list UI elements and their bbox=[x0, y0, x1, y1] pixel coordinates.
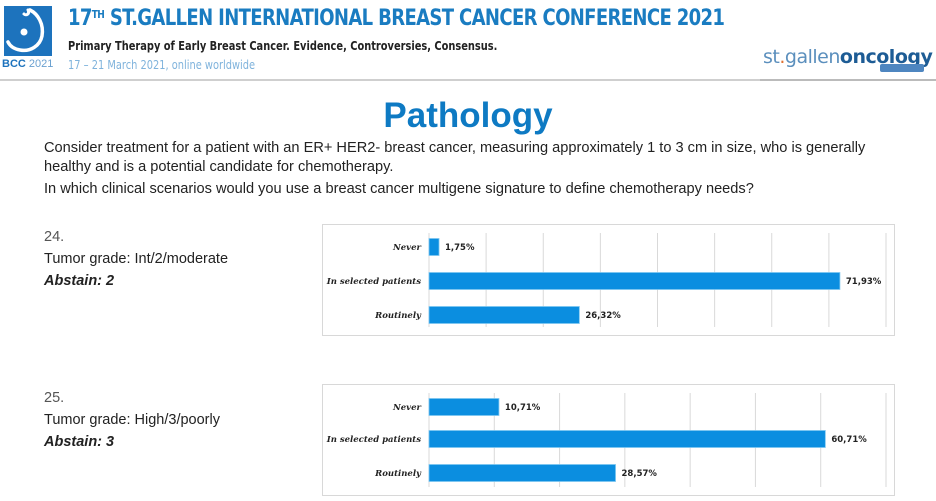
conference-title: 17TH ST.GALLEN INTERNATIONAL BREAST CANC… bbox=[68, 6, 725, 31]
brand-tagline-bar bbox=[880, 64, 924, 72]
breast-ribbon-icon bbox=[6, 8, 45, 53]
data-label: 28,57% bbox=[622, 469, 658, 479]
header-divider bbox=[0, 79, 936, 81]
category-label: Never bbox=[392, 243, 422, 253]
bar bbox=[428, 464, 616, 482]
intro-question: In which clinical scenarios would you us… bbox=[44, 181, 754, 197]
category-label: Routinely bbox=[374, 311, 422, 321]
question-abstain: Abstain: 3 bbox=[44, 434, 115, 450]
logo-year: 2021 bbox=[28, 58, 54, 70]
chart-q24: Never 1,75% In selected patients 71,93% Rout… bbox=[322, 224, 895, 336]
category-label: Routinely bbox=[374, 469, 422, 479]
conference-subtitle: Primary Therapy of Early Breast Cancer. … bbox=[68, 39, 498, 53]
bar bbox=[428, 430, 826, 448]
question-abstain: Abstain: 2 bbox=[44, 273, 115, 289]
stgallen-oncology-logo: st.gallenoncology bbox=[763, 46, 933, 68]
question-number: 25. bbox=[44, 390, 65, 406]
data-label: 71,93% bbox=[846, 277, 882, 287]
logo-caption: BCC 2021 bbox=[2, 58, 53, 70]
question-text: Tumor grade: Int/2/moderate bbox=[44, 251, 229, 267]
brand-part-gallen: gallen bbox=[784, 46, 841, 68]
chart-q25: Never 10,71% In selected patients 60,71% Rou… bbox=[322, 384, 895, 496]
logo-text: BCC bbox=[2, 58, 26, 70]
bar-chart-q25: Never 10,71% In selected patients 60,71% Rou… bbox=[326, 393, 887, 487]
question-number: 24. bbox=[44, 229, 65, 245]
data-label: 60,71% bbox=[831, 435, 867, 445]
brand-part-st: st bbox=[763, 46, 780, 68]
slide-title: Pathology bbox=[383, 96, 553, 135]
bar bbox=[428, 306, 580, 324]
data-label: 26,32% bbox=[585, 311, 621, 321]
bcc-logo bbox=[4, 6, 52, 56]
brand-dot: . bbox=[779, 46, 785, 68]
bar bbox=[428, 398, 500, 416]
bar bbox=[428, 238, 440, 256]
intro-context: Consider treatment for a patient with an… bbox=[44, 140, 866, 175]
data-label: 1,75% bbox=[445, 243, 475, 253]
conference-date: 17 – 21 March 2021, online worldwide bbox=[68, 58, 256, 72]
data-label: 10,71% bbox=[505, 403, 541, 413]
category-label: In selected patients bbox=[326, 277, 421, 287]
question-text: Tumor grade: High/3/poorly bbox=[44, 412, 220, 428]
category-label: Never bbox=[392, 403, 422, 413]
category-label: In selected patients bbox=[326, 435, 421, 445]
title-text: ST.GALLEN INTERNATIONAL BREAST CANCER CO… bbox=[104, 6, 725, 31]
brand-part-oncology: oncology bbox=[839, 46, 933, 68]
title-ordinal: 17 bbox=[68, 6, 92, 31]
slide-intro: Consider treatment for a patient with an… bbox=[44, 139, 904, 199]
bar bbox=[428, 272, 841, 290]
header-divider-right bbox=[760, 79, 936, 81]
bar-chart-q24: Never 1,75% In selected patients 71,93% Rout… bbox=[326, 233, 887, 327]
title-ordinal-suffix: TH bbox=[91, 8, 105, 21]
